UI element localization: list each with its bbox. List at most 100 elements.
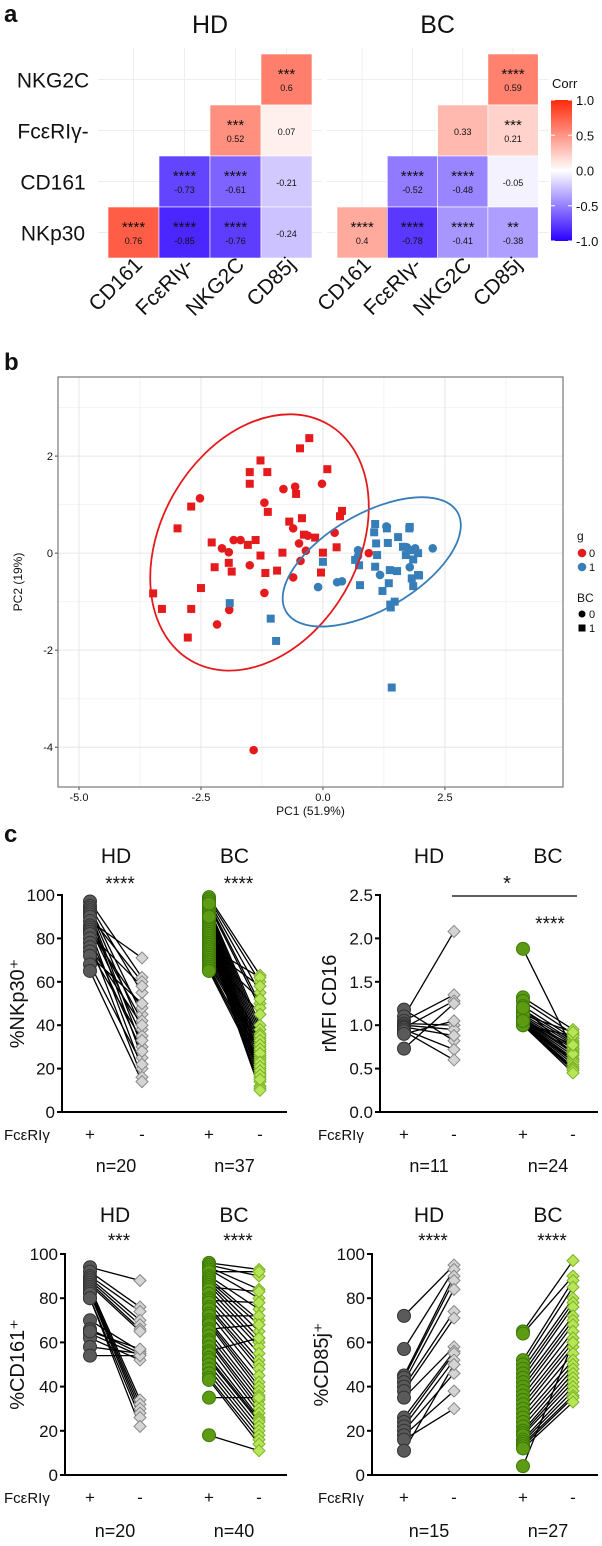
row-label: NKG2C bbox=[17, 70, 89, 93]
pca-point-square bbox=[351, 555, 360, 564]
pair-line bbox=[522, 1368, 574, 1427]
pca-point-square bbox=[297, 514, 306, 523]
significance-stars: **** bbox=[105, 874, 135, 895]
y-tick-label: 0 bbox=[356, 1466, 365, 1485]
fcer1g-negative-point bbox=[566, 1025, 580, 1039]
pair-line bbox=[89, 951, 143, 1041]
pair-line bbox=[522, 1014, 574, 1033]
pca-point-circle bbox=[195, 494, 205, 503]
y-axis-label: %NKp30⁺ bbox=[7, 959, 29, 1049]
pair-line bbox=[89, 1293, 141, 1414]
pca-point-square bbox=[183, 633, 192, 642]
pair-line bbox=[208, 1337, 260, 1352]
fcer1g-positive-point bbox=[202, 1390, 216, 1405]
significance-stars: **** bbox=[224, 219, 248, 236]
pair-line bbox=[208, 1372, 260, 1436]
significance-stars: **** bbox=[401, 219, 425, 236]
pair-line bbox=[89, 1286, 141, 1401]
pca-point-circle bbox=[313, 582, 323, 592]
y-tick-label: -4 bbox=[43, 742, 53, 754]
pair-line bbox=[208, 1324, 260, 1330]
fcer1g-negative-point bbox=[252, 1390, 266, 1405]
pair-line bbox=[89, 1337, 141, 1361]
legend-title: Corr bbox=[552, 76, 578, 91]
pca-point-square bbox=[407, 574, 416, 583]
pair-line bbox=[208, 950, 261, 1000]
heatmap-cell bbox=[437, 206, 489, 259]
row-label: NKp30 bbox=[21, 223, 85, 246]
pca-point-circle bbox=[290, 482, 300, 491]
n-label: n=27 bbox=[528, 1521, 569, 1541]
heatmap-title: BC bbox=[420, 11, 455, 39]
y-tick-label: 100 bbox=[30, 1245, 58, 1264]
factor-label: FcεRIγ bbox=[4, 1490, 50, 1507]
y-tick-label: 20 bbox=[39, 1422, 58, 1441]
pca-point-circle bbox=[224, 547, 234, 557]
pair-line bbox=[89, 1282, 141, 1330]
pair-line bbox=[208, 1306, 260, 1365]
pca-point-circle bbox=[428, 543, 438, 553]
pca-point-square bbox=[245, 479, 254, 488]
pca-point-circle bbox=[382, 522, 391, 531]
pca-point-circle bbox=[279, 484, 288, 494]
pca-point-square bbox=[251, 536, 260, 545]
fcer1g-positive-point bbox=[516, 941, 530, 956]
fcer1g-negative-point bbox=[135, 1057, 149, 1071]
pair-line bbox=[522, 1315, 574, 1383]
pca-point-square bbox=[187, 604, 196, 613]
heatmap-cell bbox=[336, 206, 388, 259]
pair-line bbox=[522, 1020, 574, 1046]
fcer1g-negative-point bbox=[135, 979, 149, 993]
fcer1g-negative-point bbox=[252, 1331, 266, 1345]
pca-point-square bbox=[187, 502, 196, 511]
x-label-plus: + bbox=[85, 1125, 95, 1144]
fcer1g-negative-point bbox=[447, 1282, 461, 1297]
pair-line bbox=[89, 1284, 141, 1332]
pair-line bbox=[522, 1023, 574, 1070]
n-label: n=37 bbox=[214, 1156, 255, 1176]
correlation-value: -0.78 bbox=[402, 236, 423, 246]
fcer1g-positive-point bbox=[397, 1390, 411, 1405]
significance-stars: **** bbox=[418, 1231, 448, 1252]
pair-line bbox=[208, 1268, 260, 1299]
x-label-plus: + bbox=[204, 1488, 214, 1507]
pair-line bbox=[522, 1324, 574, 1392]
fcer1g-negative-point bbox=[447, 996, 461, 1011]
fcer1g-negative-point bbox=[252, 1295, 266, 1310]
correlation-value: -0.41 bbox=[452, 236, 473, 246]
pca-point-square bbox=[245, 468, 254, 477]
row-label: FcεRIγ- bbox=[17, 121, 88, 144]
pca-point-square bbox=[273, 566, 282, 575]
confidence-ellipse bbox=[281, 496, 462, 628]
fcer1g-positive-point bbox=[202, 909, 216, 924]
pair-line bbox=[522, 1022, 574, 1061]
pair-line bbox=[208, 946, 261, 979]
pca-point-circle bbox=[288, 573, 298, 582]
heatmap-cell bbox=[260, 206, 313, 259]
fcer1g-negative-point bbox=[253, 1072, 267, 1087]
pca-point-square bbox=[405, 524, 414, 533]
pair-line bbox=[403, 994, 455, 1022]
pair-line bbox=[208, 1262, 260, 1271]
group-title: HD bbox=[101, 845, 131, 868]
color-bar-tick-label: -0.5 bbox=[576, 199, 598, 214]
pair-line bbox=[522, 1024, 574, 1074]
pair-line bbox=[522, 1319, 574, 1387]
pair-line bbox=[522, 1000, 574, 1035]
fcer1g-negative-point bbox=[447, 1028, 461, 1043]
pair-line bbox=[208, 1266, 260, 1290]
pca-point-circle bbox=[224, 605, 234, 615]
fcer1g-negative-point bbox=[135, 951, 149, 965]
pca-point-square bbox=[157, 604, 166, 613]
fcer1g-negative-point bbox=[566, 1253, 580, 1268]
pair-line bbox=[208, 1359, 260, 1423]
pca-point-circle bbox=[402, 543, 412, 552]
fcer1g-positive-point bbox=[397, 1041, 411, 1056]
fcer1g-negative-point bbox=[252, 1443, 266, 1458]
x-label-plus: + bbox=[518, 1488, 528, 1507]
x-label-minus: - bbox=[451, 1125, 457, 1144]
fcer1g-positive-point bbox=[202, 963, 216, 978]
color-bar-tick-label: -1.0 bbox=[576, 234, 598, 249]
x-label-plus: + bbox=[399, 1488, 409, 1507]
